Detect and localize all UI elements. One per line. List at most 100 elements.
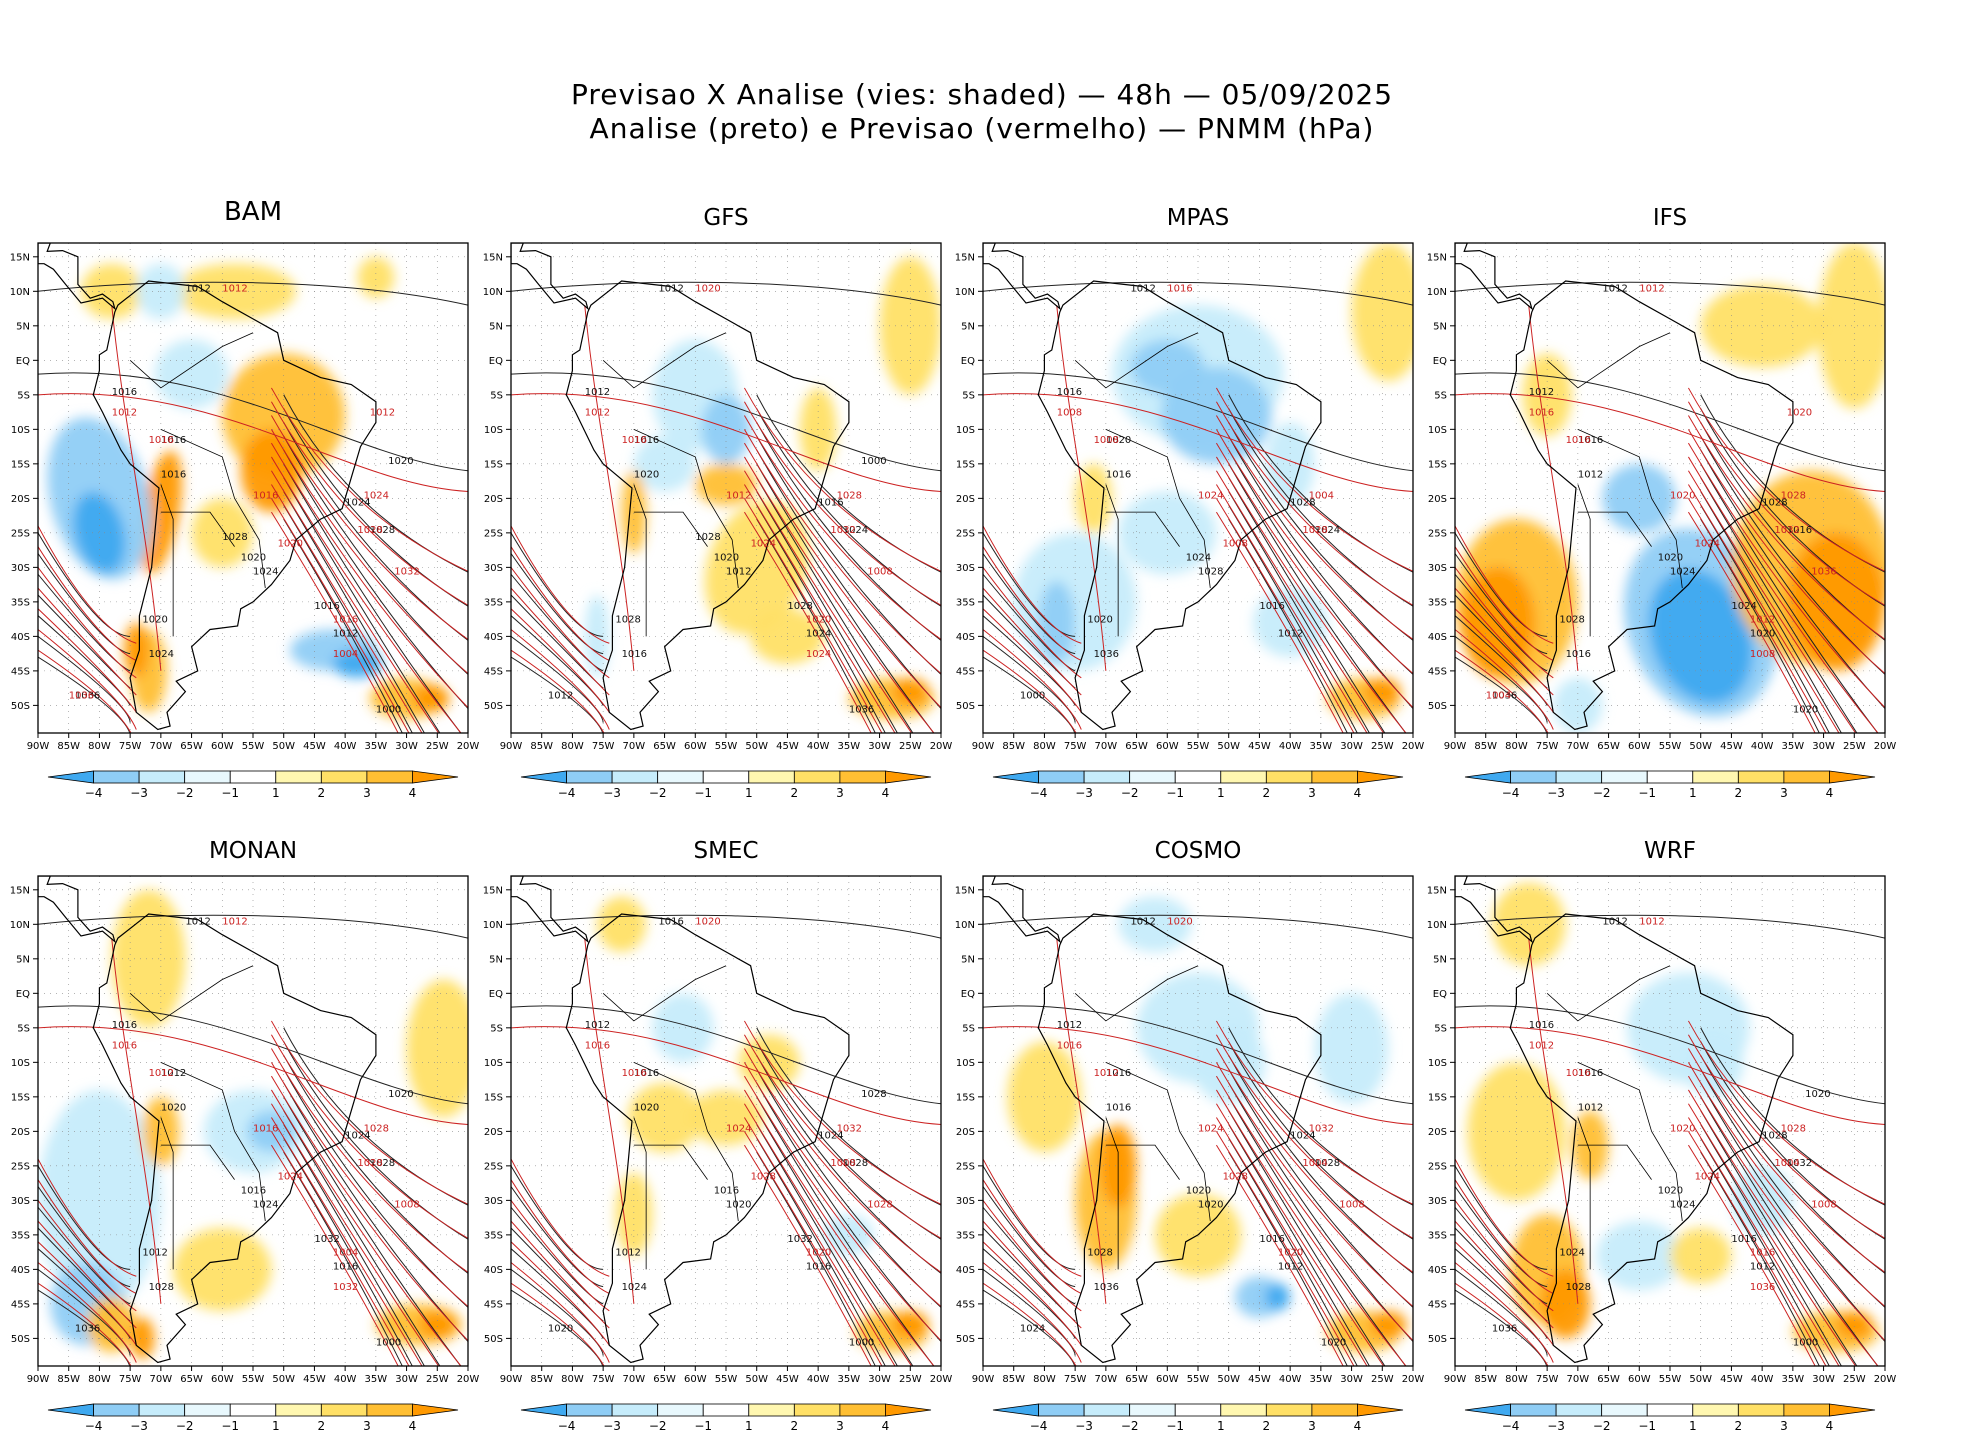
colorbar-label: −1	[1638, 1419, 1656, 1433]
colorbar-label: −3	[130, 1419, 148, 1433]
colorbar-label: 1	[1689, 1419, 1697, 1433]
latitude-label: 50S	[484, 1334, 503, 1345]
isobar-label-forecast: 1012	[726, 490, 751, 501]
colorbar-label: −2	[1593, 1419, 1611, 1433]
longitude-label: 30W	[1812, 1374, 1835, 1385]
isobar-label-forecast: 1008	[830, 1158, 855, 1169]
longitude-label: 35W	[1782, 1374, 1805, 1385]
isobar-label-analysis: 1024	[1731, 601, 1756, 612]
longitude-label: 35W	[365, 741, 388, 752]
longitude-label: 55W	[1187, 1374, 1210, 1385]
graticule	[38, 243, 468, 733]
latitude-label: 40S	[484, 632, 503, 643]
isobar-label-analysis: 1024	[1315, 525, 1340, 536]
isobar-label-analysis: 1012	[548, 690, 573, 701]
isobar-label-forecast: 1020	[1167, 916, 1192, 927]
isobar-label-forecast: 1004	[1302, 1158, 1327, 1169]
colorbar-label: −1	[221, 786, 239, 800]
longitude-label: 30W	[395, 741, 418, 752]
longitude-label: 90W	[27, 741, 50, 752]
analysis-isobars	[1455, 914, 1885, 1366]
isobar-label-analysis: 1024	[253, 566, 278, 577]
latitude-label: 5N	[961, 954, 975, 965]
isobar-label-forecast: 1008	[394, 1199, 419, 1210]
longitude-label: 65W	[180, 741, 203, 752]
longitude-label: 40W	[807, 1374, 830, 1385]
latitude-label: 15S	[1428, 459, 1447, 470]
longitude-label: 25W	[1371, 741, 1394, 752]
isobar-label-forecast: 1012	[585, 408, 610, 419]
latitude-label: EQ	[16, 989, 30, 1000]
country-borders	[602, 332, 739, 637]
longitude-label: 80W	[1033, 1374, 1056, 1385]
latitude-label: 15S	[484, 1092, 503, 1103]
latitude-label: 35S	[1428, 597, 1447, 608]
colorbar-label: 2	[1263, 786, 1271, 800]
colorbar-label: −3	[1075, 1419, 1093, 1433]
isobar-label-forecast: 1012	[1639, 916, 1664, 927]
longitude-label: 85W	[1002, 1374, 1025, 1385]
isobar-label-forecast: 1028	[357, 1158, 382, 1169]
latitude-label: 5N	[16, 954, 30, 965]
isobar-label-analysis: 1028	[615, 615, 640, 626]
forecast-isobars	[38, 938, 468, 1366]
latitude-label: 30S	[1428, 563, 1447, 574]
isobar-label-analysis: 1028	[843, 1158, 868, 1169]
longitude-label: 60W	[1156, 1374, 1179, 1385]
latitude-label: 35S	[1428, 1230, 1447, 1241]
isobar-label-analysis: 1020	[142, 615, 167, 626]
latitude-label: 10S	[956, 1058, 975, 1069]
isobar-label-analysis: 1028	[1762, 1130, 1787, 1141]
isobar-label-forecast: 1024	[278, 1172, 303, 1183]
coastline	[511, 243, 850, 731]
isobar-label-analysis: 1000	[376, 1337, 401, 1348]
latitude-label: 5S	[17, 1023, 30, 1034]
isobar-label-forecast: 1012	[370, 408, 395, 419]
longitude-label: 20W	[930, 741, 953, 752]
longitude-label: 85W	[1474, 741, 1497, 752]
colorbar-label: −3	[1075, 786, 1093, 800]
longitude-label: 35W	[838, 741, 861, 752]
isobar-label-forecast: 1004	[1486, 690, 1511, 701]
longitude-label: 75W	[1536, 1374, 1559, 1385]
coastline	[983, 876, 1322, 1364]
isobar-label-forecast: 1008	[1750, 649, 1775, 660]
country-borders	[602, 965, 739, 1270]
forecast-isobars	[511, 938, 941, 1366]
latitude-label: EQ	[489, 356, 503, 367]
bias-shading	[597, 896, 929, 1353]
isobar-label-forecast: 1008	[1339, 1199, 1364, 1210]
isobar-label-forecast: 1028	[1781, 490, 1806, 501]
latitude-label: 15N	[483, 885, 503, 896]
latitude-label: 40S	[1428, 632, 1447, 643]
figure-title-line-1: Previsao X Analise (vies: shaded) — 48h …	[570, 78, 1394, 111]
isobar-label-forecast: 1028	[1302, 525, 1327, 536]
colorbar-label: 2	[318, 1419, 326, 1433]
latitude-label: EQ	[16, 356, 30, 367]
latitude-label: 35S	[956, 597, 975, 608]
latitude-label: 10N	[483, 920, 503, 931]
isobar-label-analysis: 1012	[1578, 470, 1603, 481]
longitude-label: 55W	[1187, 741, 1210, 752]
latitude-label: 5N	[16, 321, 30, 332]
graticule	[38, 876, 468, 1366]
isobar-label-forecast: 1028	[751, 1172, 776, 1183]
longitude-label: 55W	[715, 1374, 738, 1385]
colorbar-label: −2	[1121, 1419, 1139, 1433]
isobar-label-analysis: 1020	[241, 552, 266, 563]
isobar-label-analysis: 1016	[1529, 1020, 1554, 1031]
latitude-label: 15N	[10, 885, 30, 896]
longitude-label: 65W	[653, 741, 676, 752]
longitude-label: 55W	[242, 741, 265, 752]
longitude-label: 80W	[1505, 1374, 1528, 1385]
isobar-label-analysis: 1020	[1750, 628, 1775, 639]
isobar-label-analysis: 1028	[1198, 566, 1223, 577]
isobar-label-analysis: 1036	[849, 704, 874, 715]
longitude-label: 70W	[1095, 1374, 1118, 1385]
latitude-label: 5S	[1434, 1023, 1447, 1034]
longitude-label: 65W	[1597, 1374, 1620, 1385]
colorbar-label: −3	[1547, 786, 1565, 800]
latitude-label: 50S	[11, 1334, 30, 1345]
colorbar-label: 1	[1217, 1419, 1225, 1433]
isobar-label-analysis: 1020	[634, 1103, 659, 1114]
